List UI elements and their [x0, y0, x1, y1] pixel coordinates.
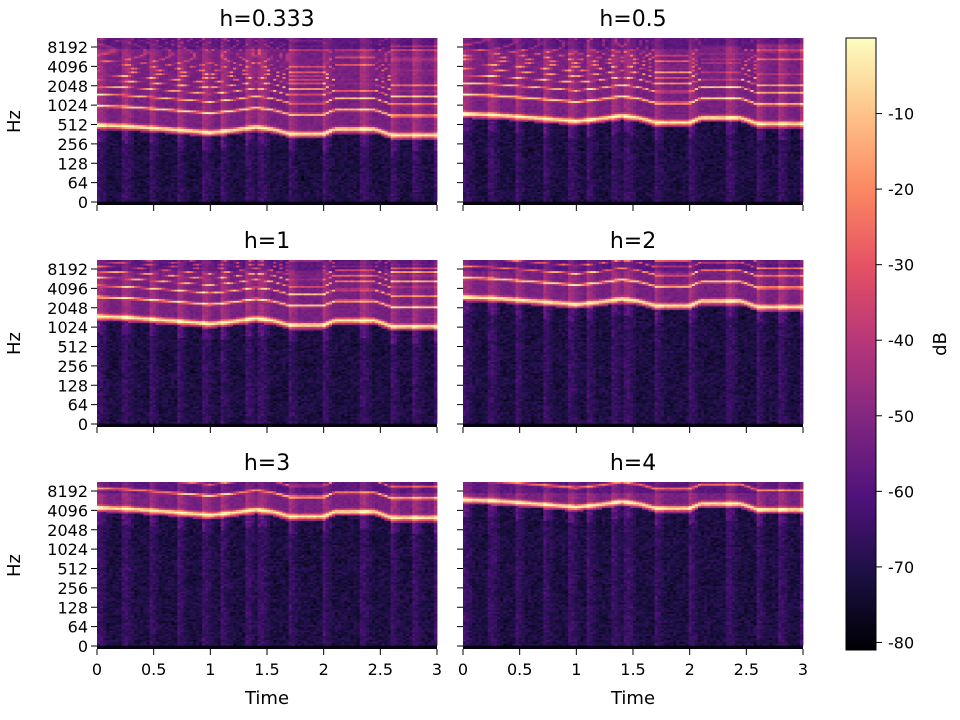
spectrogram-cell [146, 199, 149, 201]
spectrogram-cell [140, 179, 143, 181]
spectrogram-cell [131, 199, 134, 201]
spectrogram-cell [150, 199, 153, 201]
spectrogram-cell [140, 199, 143, 201]
spectrogram-cell [109, 186, 112, 188]
spectrogram-cell [103, 199, 106, 201]
spectrogram-cell [143, 142, 146, 144]
spectrogram-cell [112, 199, 115, 201]
spectrogram-cell [109, 194, 112, 196]
spectrogram-cell [125, 199, 128, 201]
spectrogram-cell [109, 199, 112, 201]
spectrogram-cell [146, 173, 149, 175]
spectrogram-cell [128, 199, 131, 201]
spectrogram-cell [97, 199, 100, 201]
spectrogram-cell [116, 199, 119, 201]
spectrogram-cell [119, 199, 122, 201]
spectrogram-cell [143, 199, 146, 201]
spectrogram-cell [122, 199, 125, 201]
spectrogram-cell [134, 199, 137, 201]
spectrogram-cell [106, 199, 109, 201]
spectrogram-cell [119, 159, 122, 161]
spectrogram-cell [100, 199, 103, 201]
spectrogram-cell [137, 199, 140, 201]
